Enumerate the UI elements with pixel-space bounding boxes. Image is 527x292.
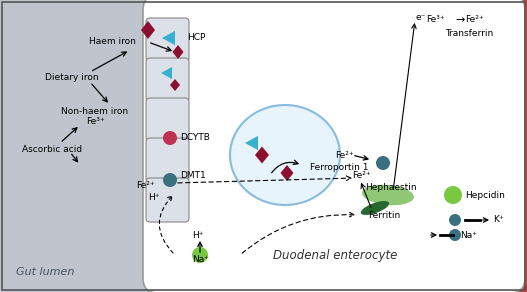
Text: Ascorbic acid: Ascorbic acid [22,145,82,154]
Bar [420,0,527,292]
FancyBboxPatch shape [146,18,189,62]
Text: DCYTB: DCYTB [180,133,210,142]
Text: Haem iron: Haem iron [89,37,135,46]
Ellipse shape [163,131,177,145]
Text: Hephaestin: Hephaestin [365,183,417,192]
Text: Ferroportin 1: Ferroportin 1 [310,164,368,173]
FancyBboxPatch shape [143,0,525,292]
FancyBboxPatch shape [146,138,189,182]
Text: Ferritin: Ferritin [368,211,400,220]
Ellipse shape [163,173,177,187]
FancyBboxPatch shape [146,98,189,142]
Ellipse shape [230,105,340,205]
Text: Duodenal enterocyte: Duodenal enterocyte [273,248,397,262]
FancyBboxPatch shape [146,178,189,222]
Text: Dietary iron: Dietary iron [45,74,99,83]
Text: H⁺: H⁺ [192,230,203,239]
Text: K⁺: K⁺ [493,215,504,225]
Text: Fe²⁺: Fe²⁺ [352,171,370,180]
Text: Blood: Blood [462,267,494,277]
Polygon shape [162,31,175,45]
Text: Transferrin: Transferrin [445,29,493,37]
Polygon shape [161,67,172,79]
Text: Fe³⁺: Fe³⁺ [86,117,104,126]
Text: →: → [455,15,464,25]
Text: DMT1: DMT1 [180,171,206,180]
Text: Fe²⁺: Fe²⁺ [136,180,155,190]
Polygon shape [280,165,294,181]
Text: e⁻: e⁻ [415,13,425,22]
Text: Fe²⁺: Fe²⁺ [335,150,354,159]
Polygon shape [255,147,269,164]
Text: H⁺: H⁺ [149,192,160,201]
Polygon shape [141,21,155,39]
Text: Fe²⁺: Fe²⁺ [465,15,484,25]
Ellipse shape [449,214,461,226]
Ellipse shape [376,156,390,170]
Text: Na⁺: Na⁺ [460,230,477,239]
Ellipse shape [361,201,389,215]
Text: Hepcidin: Hepcidin [465,190,505,199]
Ellipse shape [449,229,461,241]
Ellipse shape [362,185,414,205]
Bar [340,0,527,292]
Polygon shape [172,45,183,59]
Text: Gut lumen: Gut lumen [16,267,74,277]
Text: Non-haem iron: Non-haem iron [62,107,129,117]
FancyBboxPatch shape [146,58,189,102]
Text: Fe³⁺: Fe³⁺ [426,15,445,25]
Text: Na⁺: Na⁺ [192,256,209,265]
Polygon shape [170,79,180,91]
Text: HCP: HCP [187,34,206,43]
Ellipse shape [192,247,208,263]
Ellipse shape [444,186,462,204]
Polygon shape [245,136,258,150]
